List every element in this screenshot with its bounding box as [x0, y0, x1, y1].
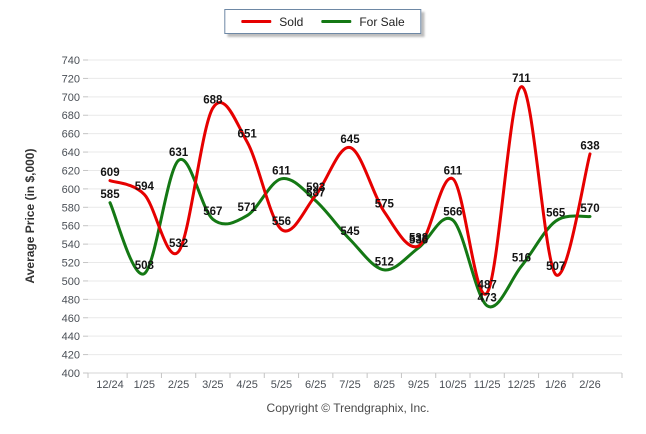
legend-item-sold: Sold — [241, 16, 303, 28]
svg-text:580: 580 — [62, 202, 80, 214]
svg-text:570: 570 — [580, 203, 599, 215]
svg-text:556: 556 — [272, 216, 291, 228]
legend: Sold For Sale — [224, 9, 422, 34]
tick-marks — [83, 59, 623, 378]
svg-text:600: 600 — [62, 184, 80, 196]
svg-text:8/25: 8/25 — [374, 379, 395, 391]
svg-text:1/26: 1/26 — [545, 379, 566, 391]
svg-text:420: 420 — [62, 350, 80, 362]
svg-text:516: 516 — [512, 253, 531, 265]
svg-text:594: 594 — [135, 181, 155, 193]
svg-text:480: 480 — [62, 294, 80, 306]
svg-text:575: 575 — [375, 198, 395, 210]
svg-text:611: 611 — [444, 165, 463, 177]
svg-text:512: 512 — [375, 256, 394, 268]
x-tick-labels: 12/24 1/25 2/25 3/25 4/25 5/25 6/25 7/25 8/25 9/2… — [96, 379, 600, 391]
svg-text:720: 720 — [62, 73, 80, 85]
svg-text:5/25: 5/25 — [271, 379, 292, 391]
y-tick-labels: 400 420 440 460 480 500 520 540 560 580 600 620 640 6… — [62, 55, 80, 380]
svg-text:538: 538 — [409, 232, 429, 244]
svg-text:571: 571 — [238, 202, 258, 214]
gridlines — [88, 59, 622, 374]
svg-text:4/25: 4/25 — [236, 379, 257, 391]
svg-text:2/26: 2/26 — [579, 379, 600, 391]
svg-text:651: 651 — [238, 128, 258, 140]
sold-line — [108, 85, 592, 296]
svg-text:532: 532 — [169, 238, 188, 250]
copyright-text: Copyright © Trendgraphix, Inc. — [266, 401, 430, 415]
sold-data-labels: 609 594 532 688 651 556 593 645 575 538 611 487 711 5… — [100, 73, 600, 291]
svg-text:540: 540 — [62, 239, 80, 251]
svg-text:473: 473 — [478, 292, 497, 304]
legend-label-for-sale: For Sale — [359, 14, 405, 29]
svg-text:10/25: 10/25 — [439, 379, 467, 391]
svg-text:640: 640 — [62, 147, 80, 159]
y-axis-title: Average Price (in $,000) — [23, 148, 37, 284]
svg-text:593: 593 — [306, 182, 325, 194]
svg-text:638: 638 — [580, 140, 600, 152]
svg-text:700: 700 — [62, 92, 80, 104]
svg-text:2/25: 2/25 — [168, 379, 189, 391]
svg-text:611: 611 — [272, 165, 291, 177]
svg-text:11/25: 11/25 — [474, 379, 501, 391]
for-sale-data-labels: 585 508 631 567 571 611 587 545 512 536 566 473 516 5… — [100, 147, 599, 304]
svg-text:460: 460 — [62, 313, 80, 325]
svg-text:680: 680 — [62, 110, 80, 122]
svg-text:620: 620 — [62, 165, 80, 177]
svg-text:536: 536 — [409, 234, 428, 246]
svg-text:7/25: 7/25 — [339, 379, 360, 391]
svg-text:12/24: 12/24 — [96, 379, 124, 391]
svg-text:520: 520 — [62, 258, 80, 270]
svg-text:545: 545 — [340, 226, 360, 238]
svg-text:1/25: 1/25 — [134, 379, 155, 391]
svg-text:660: 660 — [62, 129, 80, 141]
svg-text:12/25: 12/25 — [508, 379, 536, 391]
svg-text:6/25: 6/25 — [305, 379, 326, 391]
svg-text:645: 645 — [340, 134, 360, 146]
legend-label-sold: Sold — [279, 14, 304, 29]
svg-text:9/25: 9/25 — [408, 379, 429, 391]
for-sale-line-swatch — [321, 20, 352, 23]
svg-text:711: 711 — [512, 73, 531, 85]
for-sale-line — [108, 158, 592, 309]
svg-text:440: 440 — [62, 331, 80, 343]
svg-text:740: 740 — [62, 55, 80, 67]
svg-text:631: 631 — [169, 147, 189, 159]
svg-text:507: 507 — [546, 261, 565, 273]
svg-text:400: 400 — [62, 368, 80, 380]
svg-text:585: 585 — [100, 189, 120, 201]
svg-text:609: 609 — [100, 167, 119, 179]
svg-text:3/25: 3/25 — [202, 379, 223, 391]
svg-text:500: 500 — [62, 276, 80, 288]
svg-text:688: 688 — [203, 94, 223, 106]
svg-text:487: 487 — [478, 279, 497, 291]
svg-text:565: 565 — [546, 208, 566, 220]
svg-text:560: 560 — [62, 221, 80, 233]
svg-text:567: 567 — [203, 206, 222, 218]
svg-text:508: 508 — [135, 260, 155, 272]
svg-text:587: 587 — [306, 187, 325, 199]
svg-text:566: 566 — [443, 207, 462, 219]
sold-line-swatch — [241, 20, 272, 23]
legend-item-for-sale: For Sale — [321, 14, 405, 29]
